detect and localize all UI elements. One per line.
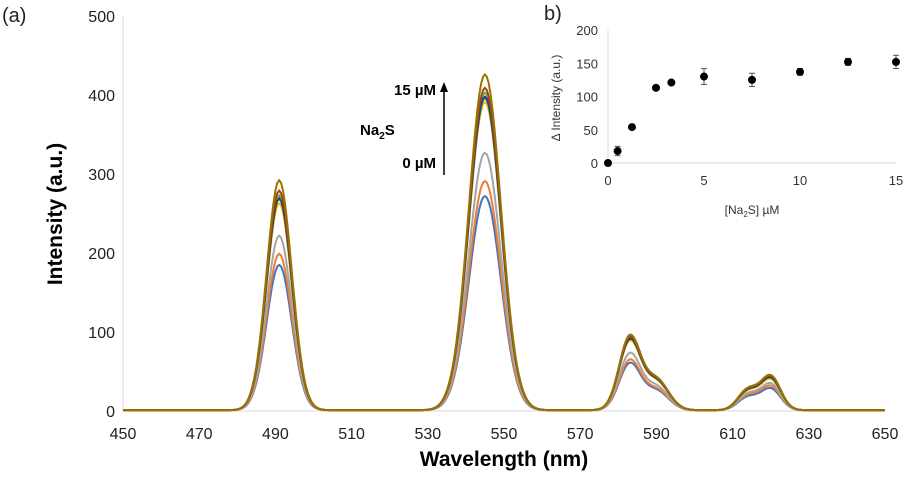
data-point: [667, 78, 676, 87]
main-x-axis-title: Wavelength (nm): [420, 448, 588, 471]
x-tick-label: 610: [719, 426, 746, 443]
data-point: [604, 159, 612, 167]
spectrum-series-8: [123, 72, 885, 412]
inset-y-tick-label: 100: [576, 90, 598, 105]
data-point: [892, 57, 900, 66]
concentration-annotation: 15 µM Na2S 0 µM: [360, 82, 448, 175]
x-tick-label: 490: [262, 426, 289, 443]
inset-x-tick-label: 0: [604, 173, 611, 188]
inset-x-tick-label: 15: [889, 173, 903, 188]
annotation-compound: Na2S: [360, 122, 395, 142]
arrow-head-icon: [440, 82, 448, 92]
data-point: [748, 75, 756, 84]
y-tick-label: 0: [106, 404, 115, 421]
spectrum-series-2: [123, 151, 885, 412]
inset-y-tick-label: 150: [576, 56, 598, 71]
x-tick-label: 630: [795, 426, 822, 443]
data-point: [844, 57, 852, 66]
inset-x-axis-title: [Na2S] µM: [725, 203, 780, 219]
y-tick-label: 500: [88, 9, 115, 26]
x-tick-label: 570: [567, 426, 594, 443]
data-point: [700, 72, 708, 81]
main-y-axis-title: Intensity (a.u.): [44, 143, 67, 285]
y-tick-label: 300: [88, 167, 115, 184]
inset-y-tick-label: 0: [591, 156, 598, 171]
inset-y-tick-label: 200: [576, 23, 598, 38]
data-point: [613, 147, 622, 156]
inset-x-tick-label: 5: [700, 173, 707, 188]
annotation-top: 15 µM: [394, 82, 436, 99]
x-tick-label: 590: [643, 426, 670, 443]
y-tick-label: 400: [88, 88, 115, 105]
x-tick-label: 530: [414, 426, 441, 443]
data-point: [628, 123, 636, 132]
annotation-bottom: 0 µM: [402, 155, 436, 172]
x-tick-label: 450: [110, 426, 137, 443]
x-tick-label: 470: [186, 426, 213, 443]
y-tick-label: 100: [88, 325, 115, 342]
inset-y-tick-label: 50: [584, 123, 598, 138]
x-tick-label: 550: [491, 426, 518, 443]
data-point: [796, 67, 804, 76]
x-tick-label: 510: [338, 426, 365, 443]
inset-x-tick-label: 10: [793, 173, 807, 188]
panel-b-label: b): [544, 3, 562, 25]
panel-a-label: (a): [2, 5, 26, 27]
data-point: [652, 83, 660, 92]
y-tick-label: 200: [88, 246, 115, 263]
x-tick-label: 650: [872, 426, 899, 443]
inset-y-axis-title: Δ Intensity (a.u.): [549, 55, 563, 142]
inset-chart: 0 50 100 150 200 0 5 10 15: [576, 23, 903, 188]
